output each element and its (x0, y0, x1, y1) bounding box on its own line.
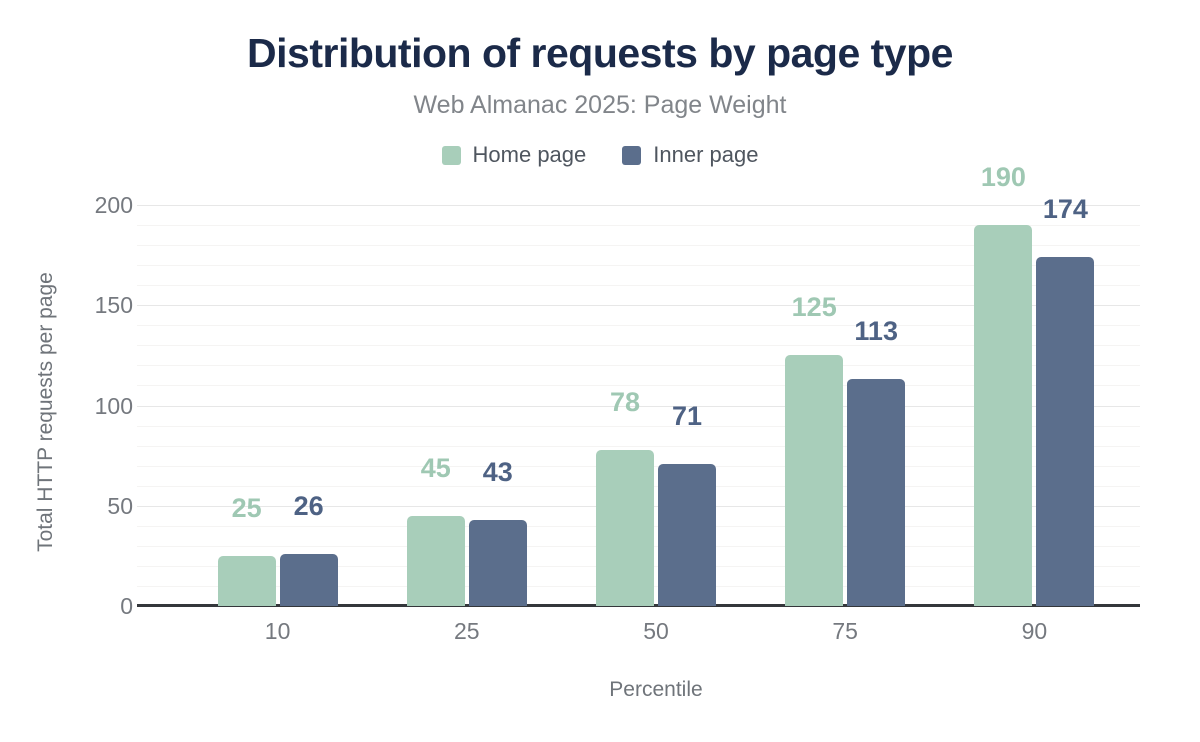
bar-value-label: 78 (609, 386, 641, 417)
x-axis-title: Percentile (609, 678, 703, 701)
bar-value-label: 113 (854, 316, 898, 347)
major-gridline (137, 305, 1140, 307)
major-gridline (137, 205, 1140, 206)
chart-subtitle: Web Almanac 2025: Page Weight (413, 91, 787, 119)
minor-gridline (137, 325, 1140, 327)
minor-gridline (137, 245, 1140, 247)
y-axis-title: Total HTTP requests per page (34, 272, 57, 552)
inner-page-swatch-icon (622, 145, 642, 165)
minor-gridline (137, 385, 1140, 387)
bar-inner-page-p10[interactable] (279, 553, 338, 606)
x-tick-label: 25 (454, 618, 480, 644)
minor-gridline (137, 265, 1140, 267)
legend-label: Inner page (653, 142, 759, 167)
minor-gridline (137, 225, 1140, 227)
y-tick-label: 100 (94, 392, 133, 419)
bar-value-label: 26 (293, 490, 324, 521)
y-tick-label: 150 (94, 292, 133, 319)
bar-inner-page-p50[interactable] (658, 463, 716, 606)
chart-legend: Home page Inner page (0, 142, 1200, 168)
legend-label: Home page (472, 142, 587, 167)
x-tick-label: 10 (264, 618, 291, 644)
minor-gridline (137, 285, 1140, 287)
major-gridline (137, 405, 1140, 407)
bar-value-label: 125 (791, 292, 837, 323)
y-tick-label: 0 (120, 593, 133, 619)
x-tick-label: 90 (1021, 618, 1048, 644)
bar-inner-page-p75[interactable] (847, 379, 906, 606)
y-tick-label: 200 (94, 192, 133, 218)
bar-value-label: 43 (482, 456, 513, 487)
legend-item-inner-page[interactable]: Inner page (622, 142, 758, 168)
bar-home-page-p10[interactable] (217, 555, 276, 606)
bar-inner-page-p25[interactable] (468, 519, 527, 606)
bar-home-page-p75[interactable] (785, 355, 844, 606)
minor-gridline (137, 345, 1140, 347)
minor-gridline (137, 445, 1140, 447)
chart-title: Distribution of requests by page type (247, 30, 953, 76)
bar-home-page-p50[interactable] (596, 449, 654, 606)
bar-value-label: 45 (420, 452, 451, 483)
x-tick-label: 75 (832, 618, 858, 644)
bar-value-label: 190 (980, 162, 1026, 193)
minor-gridline (137, 425, 1140, 427)
minor-gridline (137, 365, 1140, 367)
bar-home-page-p25[interactable] (406, 515, 465, 606)
bar-value-label: 71 (671, 400, 703, 431)
bar-inner-page-p90[interactable] (1036, 257, 1095, 606)
y-tick-label: 50 (107, 492, 133, 519)
bar-value-label: 174 (1042, 194, 1088, 225)
bar-value-label: 25 (231, 492, 262, 523)
legend-item-home-page[interactable]: Home page (441, 142, 587, 168)
x-tick-label: 50 (643, 618, 669, 644)
bar-home-page-p90[interactable] (974, 225, 1033, 606)
home-page-swatch-icon (441, 145, 461, 165)
